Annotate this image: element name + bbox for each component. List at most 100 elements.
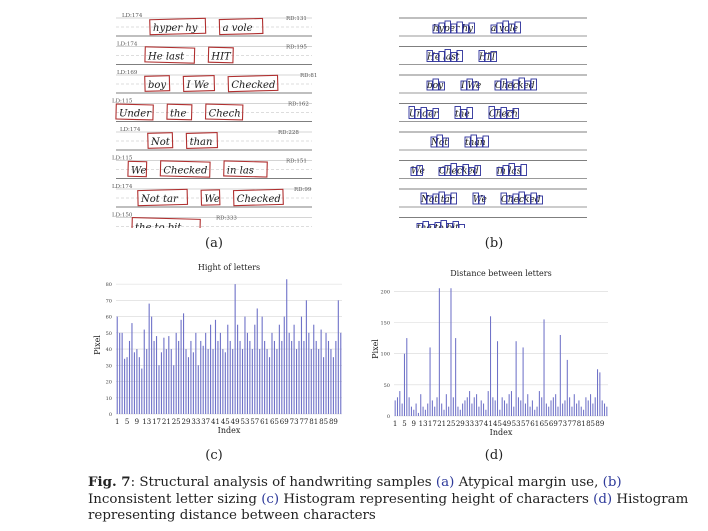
ld-label: LD:174 — [120, 127, 141, 133]
bar — [192, 352, 194, 414]
x-tick-label: 53 — [241, 418, 250, 426]
handwriting-line: LD:174 He last HIT RD:195 — [116, 42, 312, 65]
x-axis-label: Index — [490, 428, 513, 437]
x-tick-label: 85 — [319, 418, 328, 426]
caption-ref-c[interactable]: (c) — [261, 491, 280, 507]
bar — [261, 316, 263, 414]
bar — [278, 324, 280, 414]
bar — [487, 391, 489, 416]
handwritten-word: We — [411, 167, 425, 177]
handwritten-word: HIT — [210, 52, 232, 63]
handwritten-word: HIT — [478, 53, 497, 63]
bar — [300, 316, 303, 414]
x-tick-label: 41 — [211, 418, 220, 426]
figure-label: Fig. 7 — [88, 474, 131, 490]
handwritten-word: Checked — [439, 167, 479, 177]
handwriting-line: We Checked in las — [399, 160, 587, 179]
bar — [313, 324, 315, 414]
chart-title: Hight of letters — [198, 263, 260, 272]
chart-letter-distance: Distance between letters 0 50 100 150 200 1 5 9 1… — [368, 266, 616, 444]
x-tick-label: 69 — [549, 420, 558, 428]
word-box — [137, 188, 189, 207]
caption-ref-a[interactable]: (a) — [435, 475, 455, 490]
y-tick-label: 100 — [380, 352, 390, 358]
caption-ref-b[interactable]: (b) — [602, 475, 622, 490]
bar — [448, 406, 450, 416]
bar — [550, 400, 552, 416]
letter-box — [474, 165, 481, 176]
handwritten-word: Not — [150, 137, 171, 148]
ld-label: LD:174 — [122, 13, 143, 19]
letter-box — [482, 135, 489, 148]
bar — [508, 394, 510, 416]
letter-box — [472, 81, 479, 91]
bar — [148, 303, 150, 414]
handwritten-word: than — [465, 138, 486, 148]
x-tick-label: 17 — [428, 420, 437, 428]
handwritten-word: Not tar — [140, 194, 179, 205]
letter-box — [478, 195, 485, 205]
bar — [222, 349, 224, 414]
bar — [332, 357, 334, 414]
bar — [315, 340, 317, 414]
x-tick-label: 1 — [393, 420, 397, 428]
bar — [587, 400, 589, 416]
x-tick-label: 37 — [201, 418, 210, 426]
y-tick-label: 20 — [106, 380, 112, 386]
letter-box — [512, 108, 519, 119]
letter-box — [438, 51, 445, 62]
letter-box — [426, 80, 433, 91]
bar — [597, 369, 599, 416]
bar — [517, 397, 519, 416]
word-box — [204, 103, 244, 121]
letter-box — [490, 51, 497, 62]
caption-ref-d[interactable]: (d) — [593, 491, 613, 507]
bar — [283, 316, 285, 414]
bar — [168, 336, 170, 414]
figure-caption: Fig. 7: Structural analysis of handwriti… — [88, 474, 698, 525]
handwritten-word: Not — [430, 138, 448, 148]
bar — [160, 352, 162, 414]
bar — [286, 279, 288, 414]
word-box — [147, 132, 174, 149]
bar — [195, 332, 197, 414]
bar — [557, 406, 559, 416]
x-tick-label: 73 — [290, 418, 299, 426]
bar — [340, 332, 342, 414]
bar — [303, 340, 305, 414]
bar — [246, 332, 248, 414]
letter-box — [462, 24, 469, 34]
letter-box — [456, 21, 463, 34]
bar — [571, 406, 573, 416]
rd-label: RD:151 — [286, 159, 307, 165]
handwriting-line: LD:174 Not than RD:228 — [116, 127, 312, 151]
letter-box — [444, 194, 451, 205]
word-box — [149, 17, 207, 36]
x-tick-label: 69 — [280, 418, 289, 426]
bar — [212, 349, 214, 414]
word-box — [207, 46, 234, 64]
bar — [592, 403, 594, 416]
bar — [158, 365, 160, 414]
bar — [569, 397, 571, 416]
bar — [271, 332, 273, 414]
bar — [490, 316, 492, 416]
caption-text-2: Atypical margin use, — [454, 475, 603, 490]
word-box — [227, 74, 279, 93]
x-tick-label: 85 — [586, 420, 595, 428]
bar — [251, 349, 253, 414]
word-box — [115, 103, 154, 121]
bar — [578, 400, 580, 416]
bar — [559, 334, 561, 416]
x-tick-label: 49 — [502, 420, 511, 428]
bar — [480, 400, 482, 416]
letter-box — [458, 224, 465, 233]
bar — [464, 400, 466, 416]
handwriting-line: Under the Chech — [399, 103, 587, 122]
bar — [599, 372, 601, 416]
bar — [197, 365, 199, 414]
bar — [239, 340, 241, 414]
x-tick-label: 33 — [191, 418, 200, 426]
letter-box — [484, 53, 491, 62]
bar — [555, 394, 557, 416]
